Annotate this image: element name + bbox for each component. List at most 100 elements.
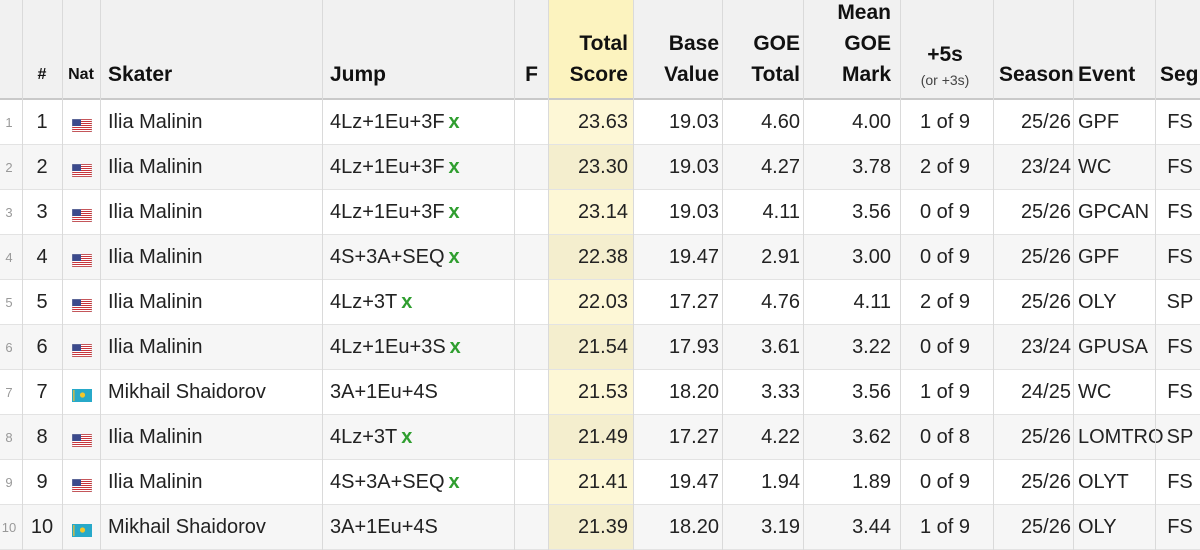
plus5-cell: 1 of 9 (919, 111, 971, 133)
base-value-cell: 19.47 (668, 246, 719, 268)
table-row[interactable]: 9 9 Ilia Malinin 4S+3A+SEQ x 21.41 19.47 1.94 1.… (0, 460, 1200, 505)
usa-flag-icon (71, 250, 93, 268)
skater-name: Ilia Malinin (108, 336, 203, 358)
segment-cell: FS (1167, 156, 1193, 178)
goe-total-cell: 4.27 (761, 156, 800, 178)
plus5-cell: 2 of 9 (919, 291, 971, 313)
jump-code: 3A+1Eu+4S (330, 381, 438, 403)
total-score-cell: 23.14 (577, 201, 628, 223)
row-index: 8 (5, 430, 13, 445)
row-index: 6 (5, 340, 13, 355)
jump-code: 4Lz+1Eu+3S (330, 336, 446, 358)
jump-cell: 3A+1Eu+4S (330, 505, 514, 550)
plus5-cell: 0 of 9 (919, 471, 971, 493)
rank-cell: 1 (36, 111, 48, 133)
total-score-cell: 21.49 (577, 426, 628, 448)
jump-cell: 4Lz+1Eu+3F x (330, 145, 514, 190)
header-mean-goe-mark[interactable]: Mean GOE Mark (837, 1, 891, 86)
event-cell: GPF (1078, 246, 1120, 268)
jump-code: 4Lz+1Eu+3F (330, 201, 445, 223)
total-score-cell: 23.30 (577, 156, 628, 178)
plus5-cell: 2 of 9 (919, 156, 971, 178)
jump-cell: 4Lz+1Eu+3F x (330, 190, 514, 235)
grid-line (803, 0, 804, 550)
grid-line (62, 0, 63, 550)
header-total-score[interactable]: Total Score (569, 32, 628, 86)
grid-line (514, 0, 515, 550)
bonus-x-icon: x (448, 111, 460, 133)
row-index: 2 (5, 160, 13, 175)
rank-cell: 5 (36, 291, 48, 313)
base-value-cell: 18.20 (668, 381, 719, 403)
base-value-cell: 18.20 (668, 516, 719, 538)
header-season[interactable]: Season (999, 63, 1074, 86)
plus5-cell: 0 of 8 (919, 426, 971, 448)
header-event[interactable]: Event (1078, 63, 1136, 86)
header-nat[interactable]: Nat (68, 66, 94, 83)
segment-cell: FS (1167, 111, 1193, 133)
header-skater[interactable]: Skater (108, 63, 173, 86)
skater-name: Ilia Malinin (108, 111, 203, 133)
segment-cell: FS (1167, 246, 1193, 268)
mean-goe-cell: 3.22 (852, 336, 891, 358)
table-row[interactable]: 10 10 Mikhail Shaidorov 3A+1Eu+4S 21.39 18.20… (0, 505, 1200, 550)
table-row[interactable]: 3 3 Ilia Malinin 4Lz+1Eu+3F x 23.14 19.03 4.11 3… (0, 190, 1200, 235)
bonus-x-icon: x (449, 336, 461, 358)
rank-cell: 6 (36, 336, 48, 358)
plus5-cell: 0 of 9 (919, 201, 971, 223)
mean-goe-cell: 3.44 (852, 516, 891, 538)
jump-code: 4S+3A+SEQ (330, 471, 445, 493)
header-goe-total[interactable]: GOE Total (751, 32, 800, 86)
grid-line (993, 0, 994, 550)
total-score-cell: 21.54 (577, 336, 628, 358)
table-row[interactable]: 7 7 Mikhail Shaidorov 3A+1Eu+4S 21.53 18.20 3.… (0, 370, 1200, 415)
jump-cell: 4S+3A+SEQ x (330, 235, 514, 280)
goe-total-cell: 3.61 (761, 336, 800, 358)
header-f[interactable]: F (525, 63, 538, 86)
skater-name: Ilia Malinin (108, 471, 203, 493)
kaz-flag-icon (72, 385, 92, 402)
bonus-x-icon: x (448, 246, 460, 268)
skater-name: Ilia Malinin (108, 156, 203, 178)
grid-line (900, 0, 901, 550)
table-row[interactable]: 2 2 Ilia Malinin 4Lz+1Eu+3F x 23.30 19.03 4.27 3… (0, 145, 1200, 190)
table-row[interactable]: 8 8 Ilia Malinin 4Lz+3T x 21.49 17.27 4.22 3.62 0… (0, 415, 1200, 460)
total-score-cell: 21.41 (577, 471, 628, 493)
base-value-cell: 17.93 (668, 336, 719, 358)
skater-name: Ilia Malinin (108, 201, 203, 223)
grid-line (633, 0, 634, 550)
row-index: 5 (5, 295, 13, 310)
jump-code: 4Lz+1Eu+3F (330, 156, 445, 178)
skater-name: Ilia Malinin (108, 426, 203, 448)
event-cell: GPCAN (1078, 201, 1150, 223)
season-cell: 24/25 (1020, 381, 1071, 403)
table-row[interactable]: 1 1 Ilia Malinin 4Lz+1Eu+3F x 23.63 19.03 4.60 4… (0, 100, 1200, 145)
total-header-highlight (548, 0, 633, 98)
mean-goe-cell: 1.89 (852, 471, 891, 493)
total-score-cell: 21.39 (577, 516, 628, 538)
event-cell: GPUSA (1078, 336, 1149, 358)
mean-goe-cell: 4.00 (852, 111, 891, 133)
header-jump[interactable]: Jump (330, 63, 387, 86)
rank-cell: 2 (36, 156, 48, 178)
segment-cell: FS (1167, 381, 1193, 403)
table-row[interactable]: 5 5 Ilia Malinin 4Lz+3T x 22.03 17.27 4.76 4.11 2… (0, 280, 1200, 325)
jump-cell: 3A+1Eu+4S (330, 370, 514, 415)
row-index: 9 (5, 475, 13, 490)
segment-cell: FS (1167, 471, 1193, 493)
total-score-cell: 23.63 (577, 111, 628, 133)
plus5-cell: 1 of 9 (919, 381, 971, 403)
event-cell: GPF (1078, 111, 1120, 133)
header-plus5[interactable]: +5s (or +3s) (920, 43, 970, 88)
header-base-value[interactable]: Base Value (664, 32, 719, 86)
usa-flag-icon (71, 205, 93, 223)
header-rank[interactable]: # (37, 66, 47, 83)
table-row[interactable]: 4 4 Ilia Malinin 4S+3A+SEQ x 22.38 19.47 2.91 3.… (0, 235, 1200, 280)
header-seg[interactable]: Seg (1160, 63, 1199, 86)
table-row[interactable]: 6 6 Ilia Malinin 4Lz+1Eu+3S x 21.54 17.93 3.61 3… (0, 325, 1200, 370)
event-cell: WC (1078, 156, 1112, 178)
usa-flag-icon (71, 430, 93, 448)
goe-total-cell: 4.76 (761, 291, 800, 313)
season-cell: 23/24 (1020, 156, 1071, 178)
